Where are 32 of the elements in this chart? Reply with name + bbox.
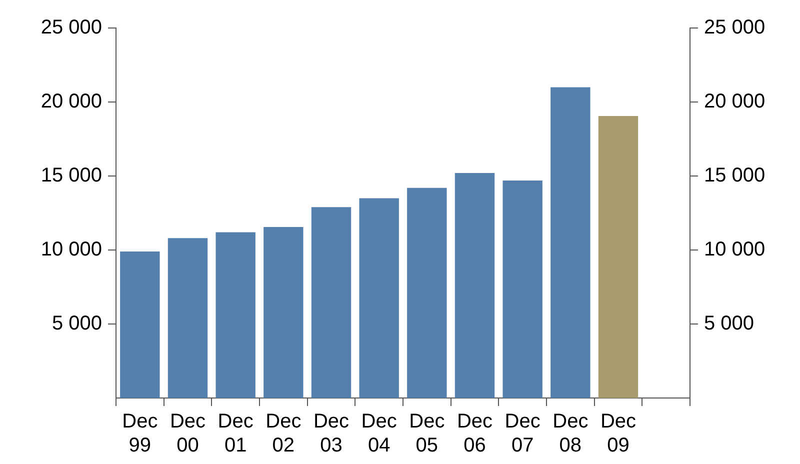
y2-tick-label: 20 000 bbox=[704, 90, 766, 113]
x-tick-label: Dec 05 bbox=[409, 410, 445, 457]
x-tick-label: Dec 00 bbox=[170, 410, 206, 457]
x-tick-label: Dec 07 bbox=[504, 410, 540, 457]
y-tick-label: 25 000 bbox=[40, 16, 102, 39]
x-tick-label: Dec 03 bbox=[313, 410, 350, 457]
x-tick-label: Dec 06 bbox=[456, 410, 493, 457]
y2-tick-label: 5 000 bbox=[704, 312, 754, 335]
y2-tick-label: 25 000 bbox=[704, 16, 766, 39]
y-tick-label: 5 000 bbox=[52, 312, 102, 335]
bar bbox=[120, 251, 160, 398]
x-tick-label: Dec 04 bbox=[361, 410, 397, 457]
bar bbox=[359, 198, 399, 398]
y2-tick-label: 10 000 bbox=[704, 238, 766, 261]
x-tick-label: Dec 02 bbox=[266, 410, 302, 457]
bar bbox=[502, 180, 542, 398]
bar bbox=[264, 227, 304, 398]
bar bbox=[598, 116, 638, 398]
bar bbox=[168, 238, 208, 398]
x-tick-label: Dec 99 bbox=[122, 410, 158, 457]
y-tick-label: 15 000 bbox=[40, 164, 102, 187]
y-tick-label: 10 000 bbox=[40, 238, 102, 261]
bar bbox=[311, 207, 352, 398]
y2-tick-label: 15 000 bbox=[704, 164, 766, 187]
bar bbox=[550, 87, 590, 398]
x-tick-label: Dec 01 bbox=[218, 410, 254, 457]
x-tick-label: Dec 09 bbox=[600, 410, 636, 457]
bar bbox=[407, 188, 447, 398]
x-tick-label: Dec 08 bbox=[552, 410, 588, 457]
bar bbox=[216, 232, 256, 398]
y-tick-label: 20 000 bbox=[40, 90, 102, 113]
bar bbox=[454, 173, 495, 398]
